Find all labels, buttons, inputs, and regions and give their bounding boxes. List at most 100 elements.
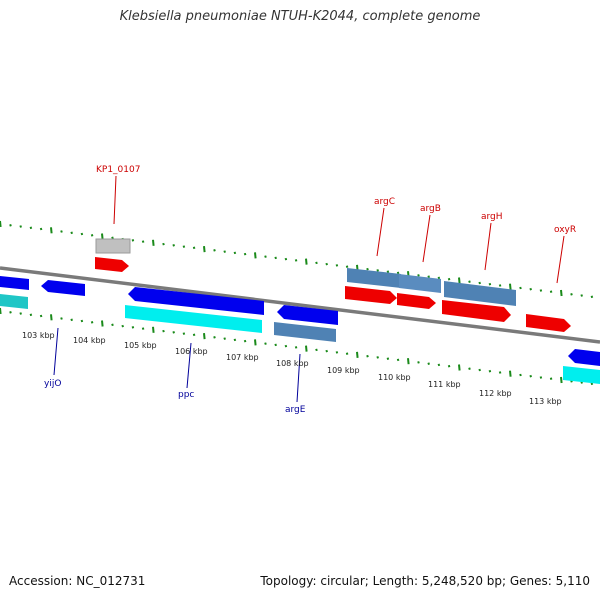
inner-tick	[19, 312, 22, 315]
inner-tick-row	[0, 307, 594, 386]
outer-tick	[519, 286, 522, 290]
inner-tick	[488, 369, 492, 373]
outer-tick	[70, 231, 73, 235]
inner-tick	[549, 377, 553, 380]
inner-tick	[539, 376, 543, 379]
label-arge: argE	[285, 405, 306, 415]
outer-tick	[50, 227, 53, 234]
inner-tick	[172, 331, 175, 334]
outer-tick-row	[0, 220, 594, 299]
outer-tick	[580, 294, 583, 297]
outer-tick	[417, 274, 420, 277]
outer-tick	[549, 290, 553, 293]
inner-tick	[131, 326, 135, 329]
genome-backbone	[0, 266, 600, 344]
kbp-axis-labels: 103 kbp 104 kbp 105 kbp 106 kbp 107 kbp …	[22, 331, 562, 406]
inner-tick	[162, 329, 165, 333]
cds-arrow-kp1-0107	[95, 257, 129, 272]
inner-tick	[70, 318, 73, 322]
inner-tick	[305, 345, 308, 352]
inner-tick	[478, 368, 481, 372]
outer-tick	[243, 252, 247, 256]
label-argc: argC	[374, 197, 395, 207]
inner-tick	[437, 363, 441, 367]
inner-tick	[509, 370, 512, 377]
outer-tick	[274, 256, 277, 260]
inner-tick	[39, 314, 43, 318]
inner-tick	[458, 364, 461, 371]
label-yijo: yijO	[44, 379, 61, 389]
leader-argh	[484, 222, 492, 271]
inner-tick	[50, 314, 53, 321]
outer-tick	[325, 262, 328, 266]
inner-tick	[345, 352, 349, 355]
inner-tick	[0, 307, 2, 315]
label-kp1-0107: KP1_0107	[96, 165, 140, 175]
inner-tick	[152, 326, 155, 333]
inner-tick	[315, 348, 318, 352]
outer-tick	[509, 283, 512, 290]
outer-tick	[39, 227, 43, 231]
kbp-label: 103 kbp	[22, 331, 55, 340]
outer-tick	[233, 251, 237, 255]
outer-tick	[447, 277, 451, 281]
inner-tick	[141, 327, 145, 330]
outer-tick	[162, 242, 165, 246]
inner-tick	[284, 344, 288, 348]
outer-tick	[182, 245, 186, 248]
inner-tick	[447, 364, 451, 368]
inner-tick	[519, 373, 522, 377]
leader-yijo	[53, 327, 59, 376]
cds-arrow-ppc	[128, 287, 264, 315]
outer-tick	[254, 252, 257, 259]
inner-tick	[468, 367, 471, 370]
inner-tick	[376, 356, 379, 359]
inner-tick	[498, 371, 502, 374]
outer-tick	[498, 284, 502, 287]
outer-tick	[427, 275, 430, 278]
inner-tick	[386, 357, 390, 360]
forward-gene-labels: KP1_0107 argC argB argH oxyR	[96, 165, 576, 235]
operon-bar-argb	[399, 274, 441, 293]
outer-tick	[223, 250, 226, 253]
outer-tick	[203, 246, 206, 253]
forward-leaders	[113, 175, 565, 284]
inner-tick	[101, 320, 104, 327]
outer-tick	[376, 269, 379, 272]
cds-arrow-right-edge	[568, 349, 600, 366]
outer-tick	[437, 276, 441, 280]
outer-tick	[570, 293, 573, 296]
inner-tick	[90, 321, 94, 324]
operon-bar-argh	[444, 281, 516, 306]
inner-tick	[356, 351, 359, 358]
leader-kp1-0107	[113, 175, 117, 225]
leader-ppc	[186, 342, 192, 389]
leader-oxyr	[556, 235, 565, 284]
outer-tick	[366, 267, 369, 271]
outer-tick	[131, 239, 135, 242]
label-argb: argB	[420, 204, 441, 214]
cds-arrow-arge	[277, 305, 338, 325]
outer-tick	[192, 246, 196, 250]
outer-tick	[111, 236, 114, 240]
inner-tick	[9, 311, 12, 314]
label-ppc: ppc	[178, 390, 194, 400]
outer-tick	[468, 280, 471, 283]
outer-tick	[264, 255, 267, 258]
outer-tick	[590, 295, 594, 299]
cds-arrow-argc	[345, 286, 397, 304]
inner-tick	[213, 336, 216, 339]
gene-bar-right-edge	[563, 366, 600, 384]
outer-tick	[386, 270, 390, 273]
inner-tick	[60, 317, 63, 320]
gene-bar-left-edge	[0, 294, 28, 309]
inner-tick	[427, 362, 430, 365]
outer-tick	[19, 225, 22, 228]
inner-tick	[223, 337, 226, 340]
inner-tick	[366, 354, 369, 358]
outer-tick	[172, 244, 175, 247]
gene-bar-kp1-0107	[95, 238, 131, 254]
inner-tick	[111, 323, 114, 327]
inner-tick	[407, 358, 410, 365]
kbp-label: 109 kbp	[327, 366, 360, 375]
